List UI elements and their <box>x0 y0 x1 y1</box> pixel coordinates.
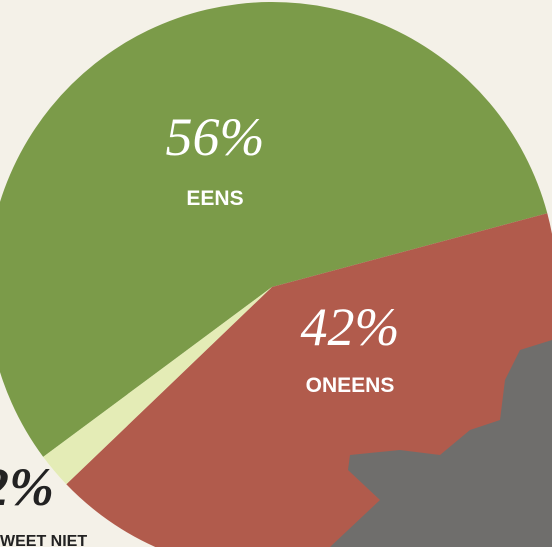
slice-value-label: 56% <box>166 107 265 167</box>
pie-slice <box>43 287 272 485</box>
silhouette <box>330 340 552 547</box>
pie-slice <box>0 2 548 457</box>
slice-category-label: ONEENS <box>306 374 395 397</box>
slice-category-label: WEET NIET <box>0 533 87 547</box>
slice-value-label: 2% <box>0 457 54 517</box>
slice-value-label: 42% <box>301 297 400 357</box>
labels: 56% EENS 42% ONEENS 2% WEET NIET <box>0 107 399 547</box>
slice-category-label: EENS <box>186 187 243 210</box>
